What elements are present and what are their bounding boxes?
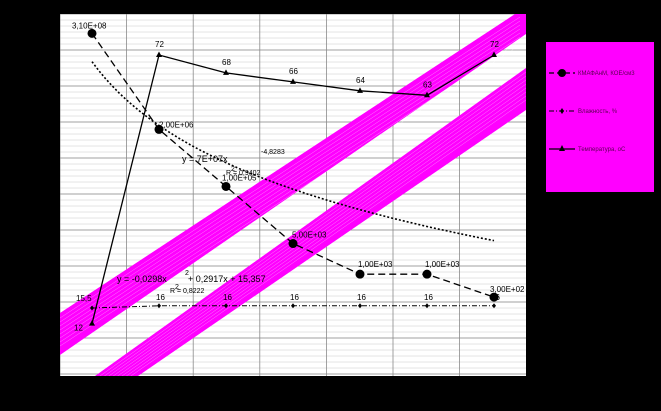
band-stripe	[121, 91, 526, 376]
point-temperature	[491, 51, 497, 57]
trendline-equation-microbes: y = 7E+07x -4,8283 R 2 = 0,9402	[182, 149, 285, 177]
svg-text:-4,8283: -4,8283	[261, 149, 285, 156]
legend-item-temperature: Температура, оС	[549, 145, 626, 153]
point-temperature	[357, 87, 363, 93]
data-label-moisture: 15,5	[76, 294, 92, 303]
svg-text:= 0,8222: = 0,8222	[177, 288, 205, 295]
data-label-moisture: 16	[424, 293, 433, 302]
point-moisture	[224, 303, 228, 309]
equation-microbes-prefix: y = 7E+07x	[182, 154, 228, 164]
equation-moisture-part1: y = -0,0298x	[117, 274, 167, 284]
data-label-microbes: 3,10E+08	[72, 21, 107, 30]
point-moisture	[358, 303, 362, 309]
point-temperature	[223, 69, 229, 75]
band-stripe	[60, 28, 521, 331]
band-stripe	[130, 99, 526, 376]
band-stripe	[60, 20, 521, 323]
data-label-temperature: 64	[356, 76, 365, 85]
r2-moisture-value: = 0,8222	[177, 288, 205, 295]
r2-microbes-value: = 0,9402	[233, 170, 261, 177]
point-microbes	[87, 28, 97, 38]
svg-text:R: R	[226, 170, 231, 177]
legend-item-microbes: КМАФАнМ, КОЕ/см3	[549, 69, 635, 77]
data-label-microbes: 3,00E+02	[490, 285, 525, 294]
r2-microbes-prefix: R	[226, 170, 231, 177]
data-label-temperature: 68	[222, 58, 231, 67]
point-microbes	[489, 292, 499, 302]
band-stripe	[60, 24, 521, 327]
data-label-microbes: 2,00E+06	[159, 120, 194, 129]
svg-text:y = -0,0298x: y = -0,0298x	[117, 274, 167, 284]
point-temperature	[424, 91, 430, 98]
band-stripe	[99, 71, 526, 376]
data-label-moisture: 16	[491, 293, 500, 302]
legend-label-temperature: Температура, оС	[578, 147, 626, 153]
data-label-microbes: 5,00E+03	[292, 231, 327, 240]
point-temperature	[290, 78, 296, 84]
svg-text:y = 7E+07x: y = 7E+07x	[182, 154, 228, 164]
legend-item-moisture: Влажность, %	[549, 108, 618, 115]
point-temperature	[89, 320, 95, 326]
pink-bands	[60, 14, 526, 376]
band-lower	[95, 68, 526, 376]
point-moisture	[291, 303, 295, 309]
svg-text:R: R	[170, 288, 175, 295]
point-moisture	[157, 303, 161, 309]
legend: КМАФАнМ, КОЕ/см3 Влажность, % Температур…	[546, 42, 654, 192]
svg-text:КМАФАнМ, КОЕ/см3: КМАФАнМ, КОЕ/см3	[578, 71, 635, 77]
data-label-moisture: 16	[156, 293, 165, 302]
svg-text:Температура, оС: Температура, оС	[578, 147, 626, 153]
svg-text:2: 2	[185, 270, 189, 277]
equation-moisture-part2: + 0,2917x + 15,357	[188, 274, 266, 284]
data-label-temperature: 72	[490, 40, 499, 49]
band-stripe	[60, 36, 521, 339]
svg-text:= 0,9402: = 0,9402	[233, 170, 261, 177]
band-stripe	[113, 83, 526, 376]
series-lines	[87, 28, 499, 326]
band-stripe	[126, 95, 526, 376]
legend-label-microbes: КМАФАнМ, КОЕ/см3	[578, 71, 635, 77]
band-stripe	[60, 40, 521, 343]
data-label-microbes: 1,00E+03	[425, 260, 460, 269]
data-labels: 3,10E+08 2,00E+06 1,00E+05 5,00E+03 1,00E+03…	[72, 21, 525, 332]
equation-microbes-exponent: -4,8283	[261, 149, 285, 156]
data-label-microbes: 1,00E+05	[222, 173, 257, 182]
data-label-microbes: 1,00E+03	[358, 260, 393, 269]
data-label-temperature: 72	[155, 40, 164, 49]
point-temperature	[156, 51, 162, 57]
point-moisture	[492, 303, 496, 309]
band-stripe	[104, 75, 526, 376]
band-stripe	[117, 87, 526, 376]
point-moisture	[425, 303, 429, 309]
point-microbes	[288, 239, 298, 249]
point-microbes	[422, 269, 432, 279]
data-label-moisture: 16	[290, 293, 299, 302]
band-stripe	[108, 79, 526, 376]
data-label-temperature: 66	[289, 67, 298, 76]
data-label-moisture: 16	[357, 293, 366, 302]
legend-label-moisture: Влажность, %	[578, 109, 618, 115]
svg-text:2: 2	[175, 284, 179, 291]
data-label-moisture: 16	[223, 293, 232, 302]
data-label-temperature: 12	[74, 324, 83, 333]
band-stripe	[60, 16, 521, 319]
r2-moisture-prefix: R	[170, 288, 175, 295]
legend-box	[546, 42, 654, 192]
data-label-temperature: 63	[423, 80, 432, 89]
svg-text:+ 0,2917x + 15,357: + 0,2917x + 15,357	[188, 274, 266, 284]
point-microbes	[221, 181, 231, 191]
band-stripe	[60, 32, 521, 335]
svg-text:Влажность, %: Влажность, %	[578, 109, 618, 115]
point-microbes	[154, 124, 164, 134]
svg-text:2: 2	[231, 166, 235, 173]
band-stripe	[60, 44, 521, 347]
trendline-equation-moisture: y = -0,0298x 2 + 0,2917x + 15,357 R 2 = …	[117, 270, 266, 295]
point-microbes	[355, 269, 365, 279]
point-moisture	[90, 305, 94, 311]
